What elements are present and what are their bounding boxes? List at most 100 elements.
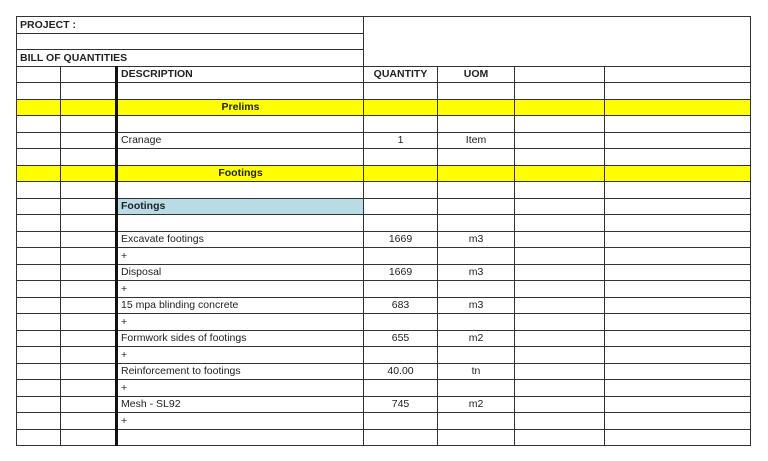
ref-cell	[60, 313, 117, 331]
uom-cell	[437, 98, 516, 116]
table-row	[16, 115, 752, 133]
table-row: Formwork sides of footings 655 m2	[16, 329, 752, 347]
quantity-cell	[363, 346, 439, 364]
ref-cell	[60, 379, 117, 397]
description-cell	[114, 181, 365, 199]
description-cell: +	[114, 346, 365, 364]
uom-cell	[437, 280, 516, 298]
item-no-cell	[16, 362, 61, 380]
quantity-cell	[363, 197, 439, 215]
quantity-cell: 683	[363, 296, 439, 314]
project-label: PROJECT :	[15, 16, 365, 34]
amount-cell	[604, 346, 752, 364]
ref-header	[60, 65, 117, 83]
uom-cell: Item	[437, 131, 516, 149]
ref-cell	[60, 346, 117, 364]
uom-cell	[437, 82, 516, 100]
section-row: Footings	[16, 164, 752, 182]
amount-cell	[604, 362, 752, 380]
table-row	[16, 148, 752, 166]
amount-cell	[604, 197, 752, 215]
ref-cell	[60, 214, 117, 232]
amount-cell	[604, 379, 752, 397]
rate-cell	[514, 329, 606, 347]
quantity-cell	[363, 148, 439, 166]
description-cell	[114, 82, 365, 100]
amount-cell	[604, 164, 752, 182]
amount-cell	[604, 263, 752, 281]
description-cell: Prelims	[114, 98, 365, 116]
uom-header: UOM	[437, 65, 516, 83]
table-row	[16, 181, 752, 199]
ref-cell	[60, 263, 117, 281]
rate-cell	[514, 263, 606, 281]
item-no-cell	[16, 379, 61, 397]
amount-cell	[604, 230, 752, 248]
table-row: +	[16, 346, 752, 364]
rate-cell	[514, 362, 606, 380]
ref-cell	[60, 197, 117, 215]
table-row: +	[16, 412, 752, 430]
description-cell	[114, 214, 365, 232]
rate-cell	[514, 197, 606, 215]
rate-cell	[514, 346, 606, 364]
item-no-cell	[16, 263, 61, 281]
quantity-cell: 745	[363, 395, 439, 413]
description-cell	[114, 115, 365, 133]
quantity-cell	[363, 164, 439, 182]
uom-cell	[437, 428, 516, 446]
rate-cell	[514, 82, 606, 100]
description-cell: +	[114, 379, 365, 397]
item-no-cell	[16, 346, 61, 364]
item-no-cell	[16, 214, 61, 232]
rate-cell	[514, 296, 606, 314]
ref-cell	[60, 164, 117, 182]
amount-cell	[604, 214, 752, 232]
table-row: 15 mpa blinding concrete 683 m3	[16, 296, 752, 314]
quantity-cell: 40.00	[363, 362, 439, 380]
item-no-cell	[16, 412, 61, 430]
item-no-cell	[16, 395, 61, 413]
project-name-cell	[15, 32, 365, 50]
rate-cell	[514, 395, 606, 413]
table-row: Cranage 1 Item	[16, 131, 752, 149]
description-cell: +	[114, 412, 365, 430]
description-cell	[114, 148, 365, 166]
description-cell: +	[114, 280, 365, 298]
amount-cell	[604, 115, 752, 133]
uom-cell	[437, 197, 516, 215]
item-no-cell	[16, 131, 61, 149]
amount-header	[604, 65, 752, 83]
description-cell: Cranage	[114, 131, 365, 149]
amount-cell	[604, 296, 752, 314]
table-row: +	[16, 379, 752, 397]
table-row	[16, 428, 752, 446]
item-no-cell	[16, 115, 61, 133]
subsection-row: Footings	[16, 197, 752, 215]
item-no-cell	[16, 313, 61, 331]
table-row: +	[16, 313, 752, 331]
ref-cell	[60, 412, 117, 430]
quantity-cell	[363, 115, 439, 133]
rate-cell	[514, 379, 606, 397]
table-row: Disposal 1669 m3	[16, 263, 752, 281]
quantity-cell	[363, 98, 439, 116]
description-cell	[114, 428, 365, 446]
item-no-cell	[16, 230, 61, 248]
amount-cell	[604, 98, 752, 116]
uom-cell: tn	[437, 362, 516, 380]
quantity-cell	[363, 412, 439, 430]
quantity-cell	[363, 280, 439, 298]
amount-cell	[604, 428, 752, 446]
item-no-cell	[16, 181, 61, 199]
amount-cell	[604, 82, 752, 100]
quantity-cell	[363, 214, 439, 232]
description-cell: Mesh - SL92	[114, 395, 365, 413]
quantity-header: QUANTITY	[363, 65, 439, 83]
rate-cell	[514, 164, 606, 182]
uom-cell	[437, 115, 516, 133]
item-no-cell	[16, 164, 61, 182]
table-row: Mesh - SL92 745 m2	[16, 395, 752, 413]
table-row: +	[16, 247, 752, 265]
table-row	[16, 82, 752, 100]
